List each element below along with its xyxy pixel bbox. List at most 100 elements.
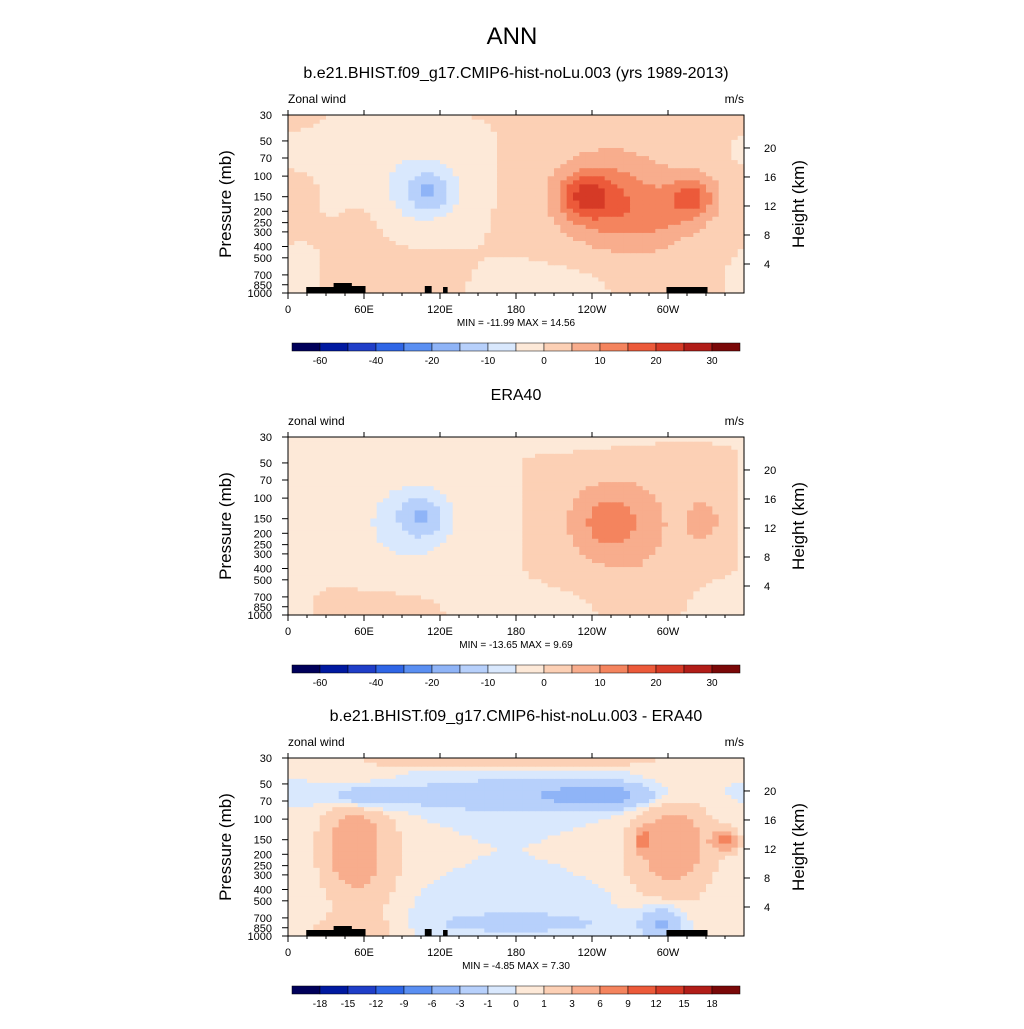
- field-cell: [649, 135, 656, 140]
- field-cell: [332, 151, 339, 156]
- field-cell: [484, 236, 491, 241]
- field-cell: [307, 554, 314, 559]
- field-cell: [655, 583, 662, 588]
- field-cell: [459, 228, 466, 233]
- field-cell: [719, 526, 726, 531]
- field-cell: [529, 143, 536, 148]
- field-cell: [446, 244, 453, 249]
- field-cell: [339, 164, 346, 169]
- field-cell: [415, 160, 422, 165]
- field-cell: [592, 168, 599, 173]
- field-cell: [446, 176, 453, 181]
- field-cell: [700, 115, 707, 120]
- field-cell: [307, 542, 314, 547]
- field-cell: [288, 261, 295, 266]
- field-cell: [529, 518, 536, 523]
- field-cell: [491, 143, 498, 148]
- field-cell: [624, 212, 631, 217]
- field-cell: [465, 119, 472, 124]
- field-cell: [573, 212, 580, 217]
- field-cell: [522, 192, 529, 197]
- field-cell: [459, 562, 466, 567]
- field-cell: [598, 192, 605, 197]
- field-cell: [655, 188, 662, 193]
- field-cell: [415, 526, 422, 531]
- field-cell: [326, 192, 333, 197]
- field-cell: [731, 566, 738, 571]
- field-cell: [294, 579, 301, 584]
- field-cell: [465, 143, 472, 148]
- field-cell: [586, 220, 593, 225]
- field-cell: [332, 204, 339, 209]
- field-cell: [415, 180, 422, 185]
- field-cell: [465, 196, 472, 201]
- field-cell: [465, 172, 472, 177]
- field-cell: [579, 180, 586, 185]
- field-cell: [617, 224, 624, 229]
- field-cell: [510, 603, 517, 608]
- field-cell: [554, 172, 561, 177]
- field-cell: [712, 180, 719, 185]
- field-cell: [294, 558, 301, 563]
- field-cell: [402, 240, 409, 245]
- field-cell: [396, 143, 403, 148]
- field-cell: [560, 172, 567, 177]
- field-cell: [731, 220, 738, 225]
- field-cell: [554, 257, 561, 262]
- field-cell: [434, 562, 441, 567]
- field-cell: [693, 281, 700, 286]
- field-cell: [643, 550, 650, 555]
- field-cell: [351, 143, 358, 148]
- field-cell: [377, 127, 384, 132]
- field-cell: [522, 534, 529, 539]
- field-cell: [719, 562, 726, 567]
- field-cell: [491, 257, 498, 262]
- field-cell: [465, 139, 472, 144]
- field-cell: [301, 562, 308, 567]
- field-cell: [649, 192, 656, 197]
- field-cell: [351, 607, 358, 612]
- field-cell: [351, 160, 358, 165]
- field-cell: [288, 208, 295, 213]
- field-cell: [630, 261, 637, 266]
- field-cell: [725, 119, 732, 124]
- field-cell: [427, 249, 434, 254]
- field-cell: [674, 180, 681, 185]
- field-cell: [370, 542, 377, 547]
- field-cell: [345, 579, 352, 584]
- field-cell: [503, 204, 510, 209]
- field-cell: [415, 212, 422, 217]
- field-cell: [624, 534, 631, 539]
- field-cell: [421, 127, 428, 132]
- field-cell: [396, 240, 403, 245]
- field-cell: [719, 546, 726, 551]
- field-cell: [541, 212, 548, 217]
- field-cell: [383, 155, 390, 160]
- field-cell: [402, 131, 409, 136]
- field-cell: [427, 204, 434, 209]
- field-cell: [719, 208, 726, 213]
- field-cell: [712, 546, 719, 551]
- field-cell: [662, 212, 669, 217]
- field-cell: [301, 253, 308, 258]
- field-cell: [408, 261, 415, 266]
- field-cell: [548, 204, 555, 209]
- field-cell: [662, 232, 669, 237]
- field-cell: [712, 164, 719, 169]
- field-cell: [630, 196, 637, 201]
- field-cell: [516, 168, 523, 173]
- field-cell: [465, 168, 472, 173]
- field-cell: [491, 127, 498, 132]
- field-cell: [326, 135, 333, 140]
- field-cell: [516, 587, 523, 592]
- field-cell: [687, 261, 694, 266]
- field-cell: [554, 216, 561, 221]
- field-cell: [294, 208, 301, 213]
- field-cell: [446, 192, 453, 197]
- field-cell: [503, 240, 510, 245]
- field-cell: [408, 115, 415, 120]
- field-cell: [719, 160, 726, 165]
- field-cell: [573, 603, 580, 608]
- field-cell: [377, 176, 384, 181]
- field-cell: [579, 160, 586, 165]
